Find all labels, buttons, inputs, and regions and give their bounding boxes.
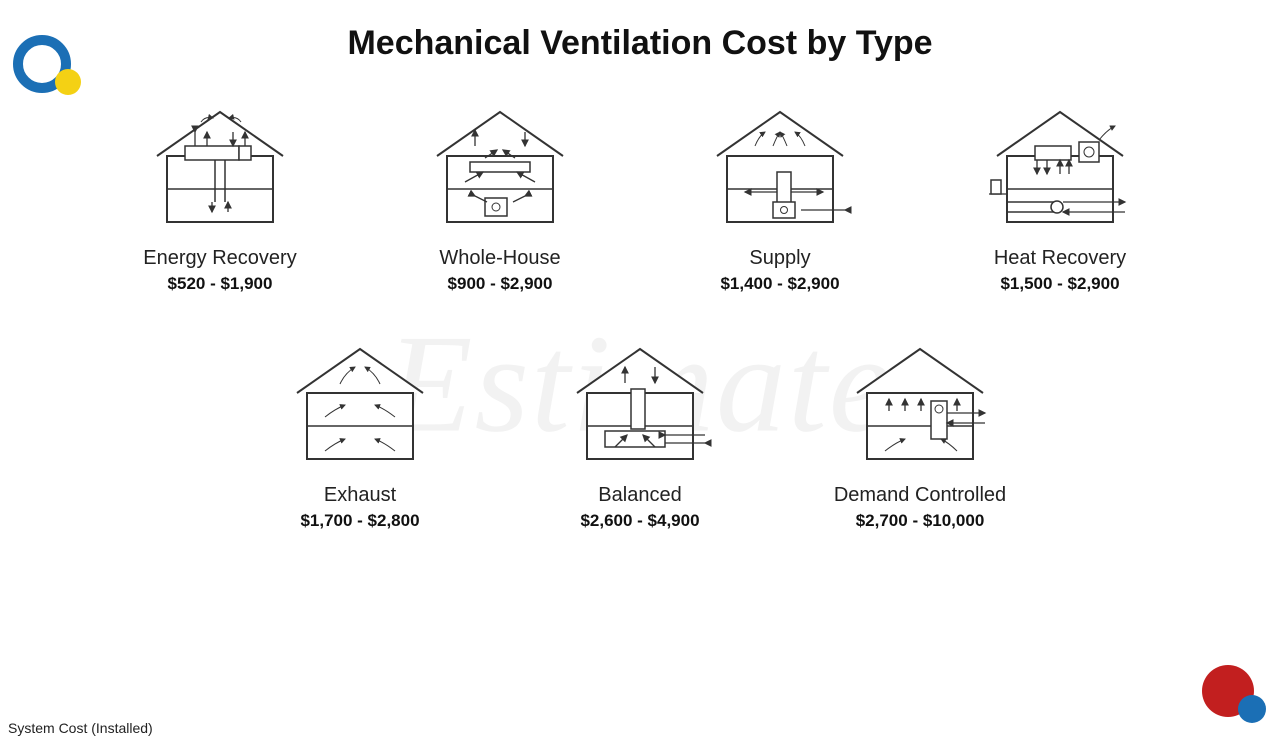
card-price: $1,500 - $2,900 [1000,274,1119,294]
card-demand-controlled: Demand Controlled $2,700 - $10,000 [815,334,1025,531]
card-heat-recovery: Heat Recovery $1,500 - $2,900 [955,97,1165,294]
diagram-balanced [560,334,720,474]
card-price: $1,700 - $2,800 [300,511,419,531]
card-whole-house: Whole-House $900 - $2,900 [395,97,605,294]
card-price: $2,600 - $4,900 [580,511,699,531]
diagram-whole-house [420,97,580,237]
footer-note: System Cost (Installed) [8,720,153,736]
diagram-exhaust [280,334,440,474]
card-label: Heat Recovery [994,247,1126,270]
card-price: $520 - $1,900 [168,274,273,294]
diagram-energy-recovery [140,97,300,237]
diagram-heat-recovery [980,97,1140,237]
page-title: Mechanical Ventilation Cost by Type [0,24,1280,63]
card-label: Demand Controlled [834,484,1006,507]
card-label: Exhaust [324,484,396,507]
decoration-icon [1190,659,1270,734]
card-energy-recovery: Energy Recovery $520 - $1,900 [115,97,325,294]
card-exhaust: Exhaust $1,700 - $2,800 [255,334,465,531]
diagram-supply [700,97,860,237]
card-label: Balanced [598,484,681,507]
diagram-demand-controlled [840,334,1000,474]
grid-row: Exhaust $1,700 - $2,800 Balanced $2 [255,334,1025,531]
card-label: Energy Recovery [143,247,296,270]
card-label: Whole-House [439,247,560,270]
card-supply: Supply $1,400 - $2,900 [675,97,885,294]
card-balanced: Balanced $2,600 - $4,900 [535,334,745,531]
card-price: $2,700 - $10,000 [856,511,985,531]
card-label: Supply [749,247,810,270]
ventilation-grid: Energy Recovery $520 - $1,900 [0,97,1280,531]
card-price: $900 - $2,900 [448,274,553,294]
grid-row: Energy Recovery $520 - $1,900 [115,97,1165,294]
card-price: $1,400 - $2,900 [720,274,839,294]
